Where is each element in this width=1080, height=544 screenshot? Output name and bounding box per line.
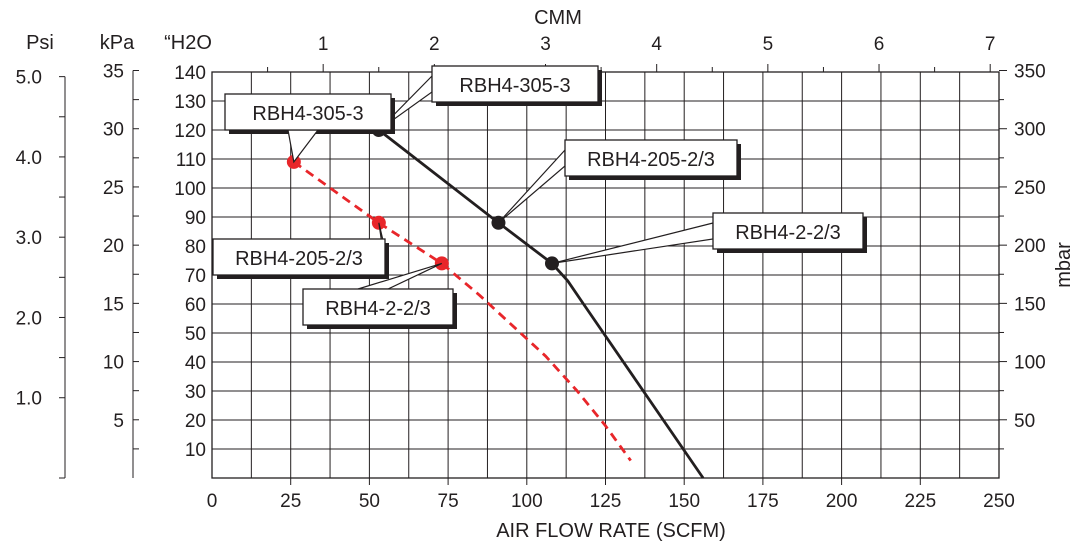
callout-box bbox=[712, 212, 864, 250]
h2o-tick-label: 90 bbox=[185, 208, 206, 229]
series-line-dashed bbox=[292, 160, 632, 462]
psi-tick-label: 5.0 bbox=[16, 68, 42, 89]
callout-label: RBH4-2-2/3 bbox=[325, 298, 431, 320]
callout-pointer bbox=[551, 222, 714, 264]
callout: RBH4-305-3 bbox=[378, 65, 602, 131]
top-tick-label: 3 bbox=[540, 34, 551, 55]
callout: RBH4-2-2/3 bbox=[302, 262, 457, 329]
series-line-solid bbox=[377, 128, 705, 479]
x-tick-label: 150 bbox=[668, 491, 700, 512]
x-tick-label: 50 bbox=[359, 491, 380, 512]
callout-label: RBH4-205-2/3 bbox=[235, 248, 363, 270]
callout-box bbox=[564, 139, 738, 177]
x-tick-label: 250 bbox=[983, 491, 1015, 512]
mbar-tick-label: 250 bbox=[1014, 178, 1046, 199]
h2o-tick-label: 10 bbox=[185, 440, 206, 461]
x-tick-label: 75 bbox=[438, 491, 459, 512]
callout-pointer bbox=[498, 148, 566, 224]
x-tick-label: 0 bbox=[207, 491, 218, 512]
kpa-tick-label: 10 bbox=[103, 353, 124, 374]
callout: RBH4-2-2/3 bbox=[551, 212, 867, 264]
callout-pointer bbox=[287, 129, 320, 164]
x-tick-label: 125 bbox=[590, 491, 622, 512]
h2o-tick-label: 110 bbox=[176, 150, 206, 171]
h2o-tick-label: 70 bbox=[185, 266, 206, 287]
callout-box bbox=[224, 93, 392, 131]
callout: RBH4-305-3 bbox=[224, 93, 395, 164]
h2o-tick-label: 120 bbox=[174, 121, 206, 142]
kpa-tick-label: 25 bbox=[103, 178, 124, 199]
h2o-tick-label: 60 bbox=[185, 295, 206, 316]
top-tick-label: 5 bbox=[763, 34, 774, 55]
callout: RBH4-205-2/3 bbox=[498, 139, 741, 224]
top-tick-label: 1 bbox=[318, 34, 329, 55]
callout-box bbox=[212, 238, 386, 276]
mbar-tick-label: 50 bbox=[1014, 411, 1035, 432]
psi-tick-label: 4.0 bbox=[16, 148, 42, 169]
x-tick-label: 25 bbox=[280, 491, 301, 512]
callout-label: RBH4-2-2/3 bbox=[735, 222, 841, 244]
mbar-tick-label: 350 bbox=[1014, 62, 1046, 83]
x-tick-label: 225 bbox=[904, 491, 936, 512]
h2o-tick-label: 100 bbox=[174, 179, 206, 200]
kpa-tick-label: 5 bbox=[113, 411, 124, 432]
top-tick-label: 4 bbox=[651, 34, 662, 55]
kpa-tick-label: 15 bbox=[103, 294, 124, 315]
kpa-tick-label: 35 bbox=[103, 62, 124, 83]
kpa-axis-title: kPa bbox=[100, 32, 135, 54]
top-tick-label: 6 bbox=[874, 34, 885, 55]
mbar-tick-label: 100 bbox=[1014, 353, 1046, 374]
callout-box bbox=[431, 65, 599, 103]
h2o-tick-label: 50 bbox=[185, 324, 206, 345]
top-axis-title: CMM bbox=[534, 7, 582, 29]
callouts: RBH4-305-3 RBH4-205-2/3 RBH4-2-2/3 RBH4-305… bbox=[212, 65, 867, 329]
mbar-tick-label: 150 bbox=[1014, 294, 1046, 315]
x-tick-label: 100 bbox=[511, 491, 543, 512]
h2o-tick-label: 40 bbox=[185, 353, 206, 374]
psi-tick-label: 2.0 bbox=[16, 308, 42, 329]
kpa-tick-label: 20 bbox=[103, 236, 124, 257]
x-tick-label: 200 bbox=[826, 491, 858, 512]
kpa-tick-label: 30 bbox=[103, 120, 124, 141]
h2o-tick-label: 130 bbox=[174, 92, 206, 113]
callout-box bbox=[302, 288, 454, 326]
callout-label: RBH4-305-3 bbox=[252, 103, 363, 125]
psi-axis-title: Psi bbox=[26, 32, 54, 54]
mbar-axis-title: mbar bbox=[1053, 242, 1075, 288]
h2o-axis-title: “H2O bbox=[164, 32, 212, 54]
mbar-tick-label: 200 bbox=[1014, 236, 1046, 257]
top-tick-label: 7 bbox=[985, 34, 996, 55]
axes: 0 25 50 75 100 125 150 175 200 225 250 1 2 3 4 5 6 7 10 20 3… bbox=[16, 34, 1046, 512]
h2o-tick-label: 80 bbox=[185, 237, 206, 258]
top-tick-label: 2 bbox=[429, 34, 440, 55]
psi-tick-label: 3.0 bbox=[16, 228, 42, 249]
psi-tick-label: 1.0 bbox=[16, 389, 42, 410]
x-tick-label: 175 bbox=[747, 491, 779, 512]
h2o-tick-label: 30 bbox=[185, 382, 206, 403]
mbar-tick-label: 300 bbox=[1014, 120, 1046, 141]
callout: RBH4-205-2/3 bbox=[212, 222, 389, 279]
h2o-tick-label: 140 bbox=[174, 63, 206, 84]
callout-label: RBH4-205-2/3 bbox=[587, 149, 715, 171]
callout-label: RBH4-305-3 bbox=[459, 75, 570, 97]
h2o-tick-label: 20 bbox=[185, 411, 206, 432]
x-axis-title: AIR FLOW RATE (SCFM) bbox=[496, 520, 726, 542]
